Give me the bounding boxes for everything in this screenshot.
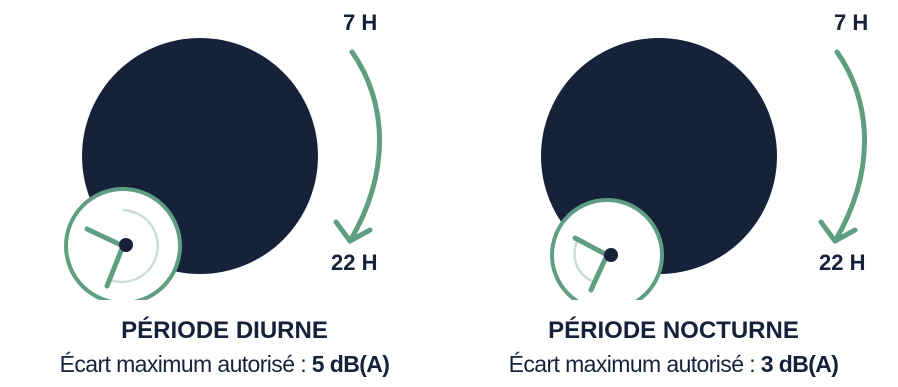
period-subtitle: Écart maximum autorisé : 5 dB(A) (0, 353, 449, 376)
period-subtitle: Écart maximum autorisé : 3 dB(A) (449, 353, 898, 376)
max-gap-value: 5 dB(A) (311, 351, 390, 377)
end-hour-label: 22 H (331, 250, 378, 275)
max-gap-value: 3 dB(A) (760, 351, 839, 377)
night-period-graphic (541, 38, 867, 300)
day-period-graphic (64, 38, 382, 300)
subtitle-prefix: Écart maximum autorisé : (508, 351, 761, 377)
start-hour-label: 7 H (834, 10, 869, 35)
clock-icon (64, 187, 182, 300)
arrow-head-icon (818, 219, 858, 244)
start-hour-label: 7 H (343, 10, 378, 35)
clock-icon (550, 198, 664, 300)
arrow-head-icon (333, 219, 373, 244)
clockwise-arrow-icon (347, 49, 382, 244)
day-period-panel: 7 H 22 H PÉRIODE DIURNE Écart maximum au… (0, 10, 449, 376)
period-title: PÉRIODE NOCTURNE (548, 317, 799, 344)
clockwise-arrow-icon (832, 49, 867, 244)
night-period-panel: 7 H 22 H PÉRIODE NOCTURNE Écart maximum … (449, 0, 898, 387)
subtitle-prefix: Écart maximum autorisé : (59, 351, 312, 377)
period-title: PÉRIODE DIURNE (121, 317, 328, 344)
end-hour-label: 22 H (819, 250, 866, 275)
